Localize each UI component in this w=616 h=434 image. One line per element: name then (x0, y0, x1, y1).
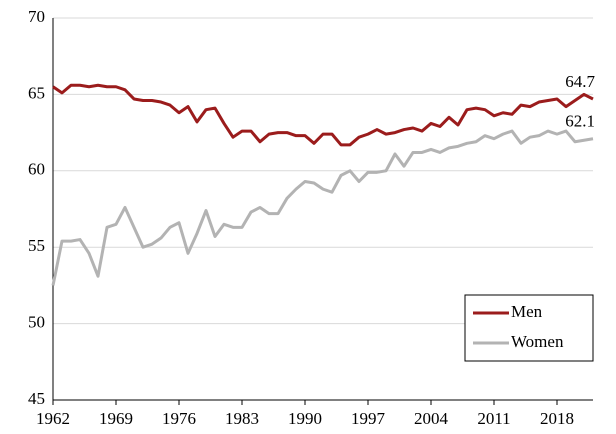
y-tick-label: 60 (28, 160, 45, 179)
legend-label: Men (511, 302, 543, 321)
y-tick-label: 65 (28, 83, 45, 102)
x-tick-label: 1969 (99, 409, 133, 428)
y-tick-label: 45 (28, 389, 45, 408)
y-tick-label: 50 (28, 313, 45, 332)
x-tick-label: 2011 (477, 409, 510, 428)
y-tick-label: 70 (28, 7, 45, 26)
x-tick-label: 1990 (288, 409, 322, 428)
line-series (52, 83, 594, 147)
legend-box (464, 294, 594, 362)
x-tick-label: 1997 (351, 409, 386, 428)
x-tick-label: 2004 (414, 409, 449, 428)
end-value-label: 64.7 (565, 72, 595, 91)
x-tick-label: 1962 (36, 409, 70, 428)
x-tick-label: 1983 (225, 409, 259, 428)
x-tick-label: 1976 (162, 409, 196, 428)
y-tick-label: 55 (28, 236, 45, 255)
legend-label: Women (511, 332, 564, 351)
end-value-label: 62.1 (565, 112, 595, 131)
line-series (51, 129, 594, 286)
x-tick-label: 2018 (540, 409, 574, 428)
